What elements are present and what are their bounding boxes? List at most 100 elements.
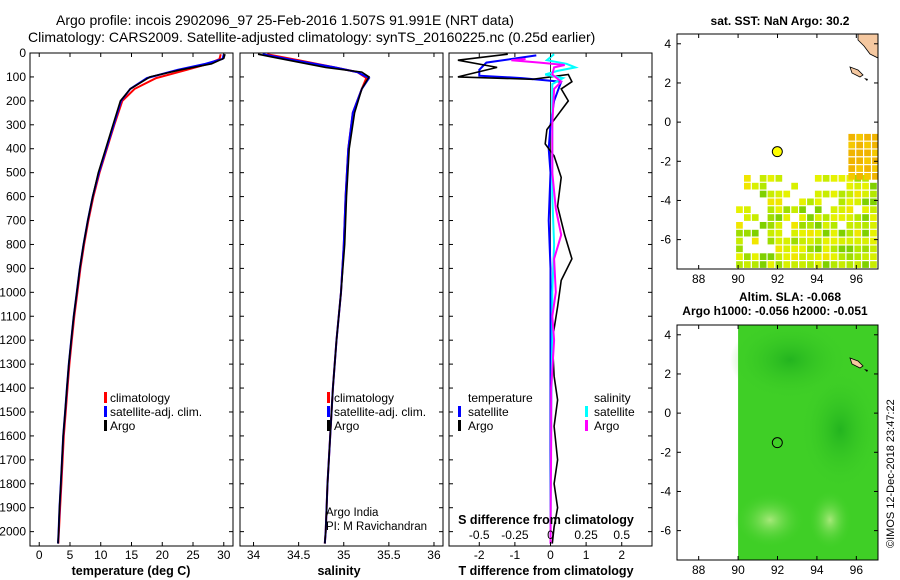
- sst-cell: [846, 222, 854, 229]
- sst-cell: [870, 253, 877, 260]
- sst-cell: [799, 245, 806, 253]
- sst-cell: [799, 214, 806, 221]
- sst-cell: [814, 175, 822, 182]
- sst-cell: [775, 229, 783, 237]
- sst-cell: [830, 229, 838, 237]
- sst-map-title: sat. SST: NaN Argo: 30.2: [711, 14, 850, 28]
- sla-map-lat-ticks: 4 2 0 -2 -4 -6: [660, 328, 878, 538]
- sst-cell: [791, 222, 798, 229]
- sst-cell: [791, 245, 798, 253]
- sst-cell: [854, 245, 862, 253]
- sst-cell: [872, 133, 878, 141]
- x-tick-label: 34.5: [287, 548, 311, 562]
- lat-tick-label: 0: [664, 406, 671, 420]
- sst-cell: [744, 182, 751, 190]
- lon-tick-label: 88: [692, 563, 706, 577]
- sla-map-lon-ticks: 88 90 92 94 96: [692, 325, 863, 577]
- sst-cell: [846, 229, 854, 237]
- sst-cell: [767, 237, 775, 245]
- sst-cell: [814, 253, 822, 260]
- depth-tick-label: 1800: [0, 477, 26, 491]
- sst-cell: [807, 237, 814, 245]
- sst-cell: [846, 190, 854, 198]
- sla-low-region: [800, 370, 878, 490]
- sst-cell: [767, 198, 775, 206]
- sst-cell: [822, 190, 830, 198]
- sst-cell: [830, 237, 838, 245]
- temperature-x-ticks: 0 5 10 15 20 25 30: [36, 53, 231, 562]
- island: [849, 357, 864, 369]
- sst-cell: [870, 245, 877, 253]
- sst-cell: [854, 253, 862, 260]
- lon-tick-label: 92: [771, 272, 785, 286]
- sst-cell: [751, 214, 759, 221]
- sst-cell: [799, 198, 806, 206]
- sst-cell: [783, 206, 791, 213]
- sla-high-region: [808, 490, 852, 550]
- legend-swatch-climatology: [327, 392, 330, 403]
- figure-title-line2: Climatology: CARS2009. Satellite-adjuste…: [28, 29, 595, 45]
- sst-cell: [744, 261, 751, 268]
- x-tick-label: 20: [156, 548, 170, 562]
- sst-cell: [846, 253, 854, 260]
- x-tick-label: 2: [618, 548, 625, 562]
- sst-cell: [783, 214, 791, 221]
- sst-cell: [856, 165, 863, 172]
- sst-cell: [783, 245, 791, 253]
- sst-cell: [856, 157, 863, 165]
- lon-tick-label: 88: [692, 272, 706, 286]
- sst-cell: [822, 214, 830, 221]
- lon-tick-label: 94: [810, 563, 824, 577]
- difference-legend: temperature satellite Argo salinity sate…: [458, 391, 635, 433]
- figure-title-line1: Argo profile: incois 2902096_97 25-Feb-2…: [56, 12, 514, 28]
- depth-tick-label: 500: [6, 166, 26, 180]
- sst-cell: [848, 149, 856, 157]
- x-tick-label: 36: [427, 548, 441, 562]
- sst-cell: [862, 229, 869, 237]
- sst-cell: [846, 237, 854, 245]
- depth-tick-label: 1300: [0, 357, 26, 371]
- sst-cell: [862, 222, 869, 229]
- sst-cell: [822, 253, 830, 260]
- lat-tick-label: 0: [664, 115, 671, 129]
- legend-swatch-t-argo: [458, 420, 461, 431]
- x-tick-label: 35.5: [377, 548, 401, 562]
- annotation-pi: PI: M Ravichandran: [326, 521, 427, 533]
- sst-cell: [862, 190, 869, 198]
- lat-tick-label: 4: [664, 328, 671, 342]
- lat-tick-label: 4: [664, 37, 671, 51]
- depth-tick-label: 1100: [0, 309, 26, 323]
- sst-cell: [870, 198, 877, 206]
- series-line-t-argo: [457, 53, 573, 544]
- sst-cell: [864, 157, 871, 165]
- sst-cell: [767, 229, 775, 237]
- lon-tick-label: 96: [850, 563, 864, 577]
- sst-cell: [870, 182, 877, 190]
- sst-cell: [799, 253, 806, 260]
- sst-cell: [854, 190, 862, 198]
- sst-cell: [807, 222, 814, 229]
- salinity-x-label: salinity: [317, 564, 360, 578]
- x-tick-label: 34: [247, 548, 261, 562]
- sst-cell: [848, 157, 856, 165]
- sst-cell: [814, 222, 822, 229]
- sst-cell: [838, 261, 846, 268]
- sst-cell: [856, 173, 863, 180]
- legend-swatch-satellite: [327, 406, 330, 417]
- sst-cell: [870, 190, 877, 198]
- depth-tick-label: 1400: [0, 381, 26, 395]
- sst-cell: [775, 237, 783, 245]
- legend-t-satellite: satellite: [468, 405, 509, 419]
- x-tick-label: 15: [125, 548, 139, 562]
- legend-climatology: climatology: [334, 391, 394, 405]
- lat-tick-label: -2: [660, 445, 671, 459]
- legend-swatch-t-satellite: [458, 406, 461, 417]
- annotation-argo-india: Argo India: [326, 507, 379, 519]
- sst-cell: [872, 149, 878, 157]
- depth-tick-label: 200: [6, 94, 26, 108]
- sst-cell: [759, 175, 767, 182]
- depth-tick-label: 400: [6, 142, 26, 156]
- depth-tick-label: 300: [6, 118, 26, 132]
- lat-tick-label: -6: [660, 233, 671, 247]
